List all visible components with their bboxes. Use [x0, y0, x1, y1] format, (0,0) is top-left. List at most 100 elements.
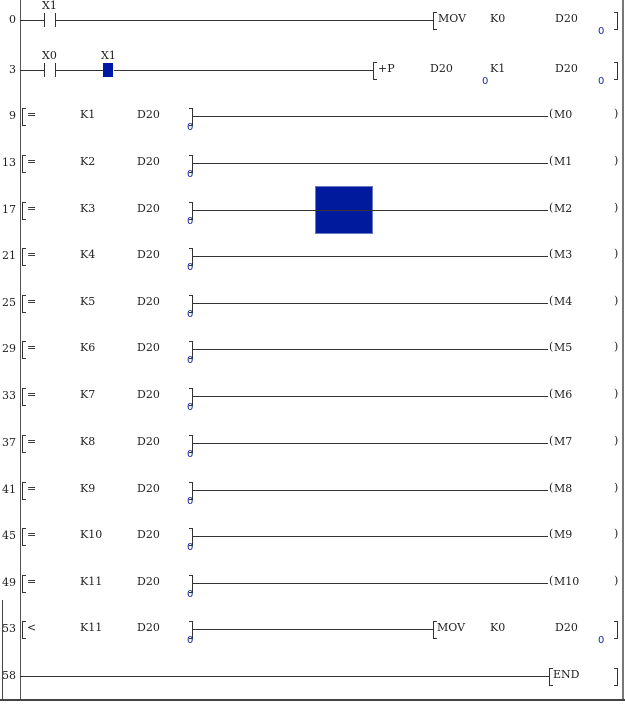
bracket-open	[22, 435, 26, 453]
step-number: 45	[2, 529, 16, 542]
coil-open: (	[549, 387, 554, 400]
bracket-close	[614, 668, 618, 686]
bracket-close	[189, 388, 193, 406]
instruction-name: END	[553, 668, 580, 681]
wire	[20, 20, 44, 21]
coil-close: )	[614, 434, 619, 447]
coil-device: M0	[554, 108, 573, 121]
step-number: 0	[9, 13, 16, 26]
left-power-rail	[20, 0, 21, 700]
wire	[193, 396, 548, 397]
bracket-open	[22, 528, 26, 546]
operand: D20	[137, 482, 160, 495]
compare-operator: =	[27, 248, 37, 261]
contact-label: X1	[101, 49, 116, 62]
step-number: 3	[9, 63, 16, 76]
current-value: 0	[187, 449, 194, 460]
current-value: 0	[187, 635, 194, 646]
operand: D20	[137, 621, 160, 634]
wire	[55, 20, 433, 21]
coil-open: (	[549, 574, 554, 587]
step-number: 25	[2, 296, 16, 309]
current-value: 0	[187, 355, 194, 366]
wire	[193, 349, 548, 350]
operand: D20	[137, 108, 160, 121]
compare-operator: =	[27, 435, 37, 448]
wire	[193, 303, 548, 304]
coil-close: )	[614, 294, 619, 307]
compare-operator: <	[27, 621, 37, 634]
bracket-close	[189, 155, 193, 173]
bracket-open	[549, 668, 553, 686]
current-value: 0	[187, 309, 194, 320]
bracket-close	[189, 621, 193, 639]
bracket-open	[22, 155, 26, 173]
current-value: 0	[187, 402, 194, 413]
instruction-name: MOV	[438, 12, 467, 25]
wire	[193, 443, 548, 444]
operand: K0	[490, 621, 506, 634]
step-number: 37	[2, 436, 16, 449]
operand: D20	[137, 341, 160, 354]
bracket-open	[22, 341, 26, 359]
step-number: 21	[2, 249, 16, 262]
coil-open: (	[549, 294, 554, 307]
current-value: 0	[482, 76, 489, 87]
coil-close: )	[614, 201, 619, 214]
step-number: 41	[2, 483, 16, 496]
wire	[193, 116, 548, 117]
wire	[20, 70, 44, 71]
compare-operator: =	[27, 388, 37, 401]
operand: K10	[80, 528, 103, 541]
bottom-border	[0, 699, 625, 701]
bracket-open	[22, 248, 26, 266]
operand: K5	[80, 295, 96, 308]
left-border	[2, 600, 3, 700]
coil-open: (	[549, 340, 554, 353]
operand: D20	[555, 62, 578, 75]
coil-device: M7	[554, 435, 573, 448]
coil-close: )	[614, 247, 619, 260]
operand: D20	[137, 528, 160, 541]
current-value: 0	[187, 496, 194, 507]
nc-contact-icon[interactable]	[103, 63, 113, 77]
coil-close: )	[614, 574, 619, 587]
operand: D20	[137, 388, 160, 401]
step-number: 13	[2, 156, 16, 169]
current-value: 0	[187, 589, 194, 600]
coil-device: M10	[554, 575, 580, 588]
coil-close: )	[614, 340, 619, 353]
step-number: 9	[9, 109, 16, 122]
coil-device: M5	[554, 341, 573, 354]
operand: K2	[80, 155, 96, 168]
bracket-open	[22, 575, 26, 593]
compare-operator: =	[27, 575, 37, 588]
wire	[193, 583, 548, 584]
wire	[193, 490, 548, 491]
step-number: 17	[2, 203, 16, 216]
bracket-close	[189, 575, 193, 593]
current-value: 0	[187, 542, 194, 553]
bracket-close	[614, 12, 618, 30]
bracket-open	[373, 62, 377, 80]
operand: D20	[555, 12, 578, 25]
operand: D20	[137, 248, 160, 261]
contact-label: X1	[42, 0, 57, 12]
operand: K11	[80, 575, 103, 588]
bracket-close	[189, 202, 193, 220]
step-number: 29	[2, 342, 16, 355]
bracket-close	[189, 528, 193, 546]
bracket-close	[189, 482, 193, 500]
coil-close: )	[614, 527, 619, 540]
wire	[193, 629, 433, 630]
coil-device: M2	[554, 202, 573, 215]
coil-device: M8	[554, 482, 573, 495]
coil-open: (	[549, 434, 554, 447]
compare-operator: =	[27, 482, 37, 495]
operand: D20	[137, 295, 160, 308]
bracket-close	[614, 621, 618, 639]
compare-operator: =	[27, 155, 37, 168]
bracket-open	[22, 482, 26, 500]
coil-device: M4	[554, 295, 573, 308]
